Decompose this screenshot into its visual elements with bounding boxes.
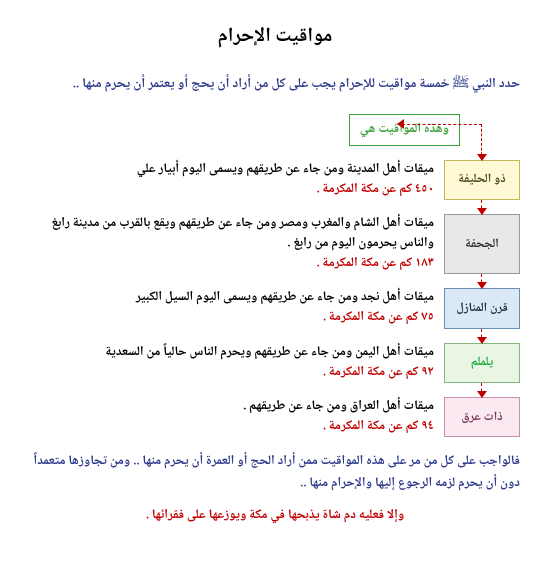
miqat-desc: ميقات أهل الشام والمغرب ومصر ومن جاء عن … — [30, 214, 434, 254]
miqat-desc: ميقات أهل نجد ومن جاء عن طريقهم ويسمى ال… — [30, 288, 434, 308]
miqat-distance: ١٨٣ كم عن مكة المكرمة . — [30, 254, 434, 274]
miqat-distance: ٩٢ كم عن مكة المكرمة . — [30, 363, 434, 383]
miqat-desc: ميقات أهل العراق ومن جاء عن طريقهم . — [30, 397, 434, 417]
arrow-down-icon — [477, 391, 487, 398]
arrow-down-icon — [477, 154, 487, 161]
miqat-body: ميقات أهل اليمن ومن جاء عن طريقهم ويحرم … — [30, 343, 444, 383]
arrow-down-icon — [477, 337, 487, 344]
miqat-desc: ميقات أهل المدينة ومن جاء عن طريقهم ويسم… — [30, 160, 434, 180]
miqat-row: ذو الحليفة ميقات أهل المدينة ومن جاء عن ط… — [30, 160, 520, 200]
page-title: مواقيت الإحرام — [30, 20, 520, 54]
intro-text: حدد النبي ﷺ خمسة مواقيت للإحرام يجب على … — [30, 74, 520, 96]
note-box: وهذه المواقيت هي — [349, 114, 460, 146]
miqat-label: الجحفة — [444, 214, 520, 274]
miqat-row: قرن المنازل ميقات أهل نجد ومن جاء عن طريق… — [30, 288, 520, 328]
miqat-desc: ميقات أهل اليمن ومن جاء عن طريقهم ويحرم … — [30, 343, 434, 363]
arrow-down-icon — [477, 208, 487, 215]
arrow-down-icon — [477, 282, 487, 289]
miqat-distance: ٧٥ كم عن مكة المكرمة . — [30, 308, 434, 328]
miqat-label: قرن المنازل — [444, 288, 520, 328]
miqat-body: ميقات أهل نجد ومن جاء عن طريقهم ويسمى ال… — [30, 288, 444, 328]
miqat-row: ذات عرقميقات أهل العراق ومن جاء عن طريقه… — [30, 397, 520, 437]
footer-rule: فالواجب على كل من مر على هذه المواقيت مم… — [30, 451, 520, 495]
miqat-body: ميقات أهل العراق ومن جاء عن طريقهم .٩٤ ك… — [30, 397, 444, 437]
miqat-label: يلملم — [444, 343, 520, 383]
miqat-row: يلملم ميقات أهل اليمن ومن جاء عن طريقهم و… — [30, 343, 520, 383]
miqat-distance: ٩٤ كم عن مكة المكرمة . — [30, 417, 434, 437]
footer-penalty: وإلا فعليه دم شاة يذبحها في مكة ويوزعها … — [30, 505, 520, 527]
miqat-list: ذو الحليفة ميقات أهل المدينة ومن جاء عن ط… — [30, 160, 520, 438]
miqat-body: ميقات أهل الشام والمغرب ومصر ومن جاء عن … — [30, 214, 444, 274]
miqat-label: ذات عرق — [444, 397, 520, 437]
miqat-distance: ٤٥٠ كم عن مكة المكرمة . — [30, 180, 434, 200]
miqat-body: ميقات أهل المدينة ومن جاء عن طريقهم ويسم… — [30, 160, 444, 200]
miqat-row: الجحفةميقات أهل الشام والمغرب ومصر ومن ج… — [30, 214, 520, 274]
miqat-label: ذو الحليفة — [444, 160, 520, 200]
